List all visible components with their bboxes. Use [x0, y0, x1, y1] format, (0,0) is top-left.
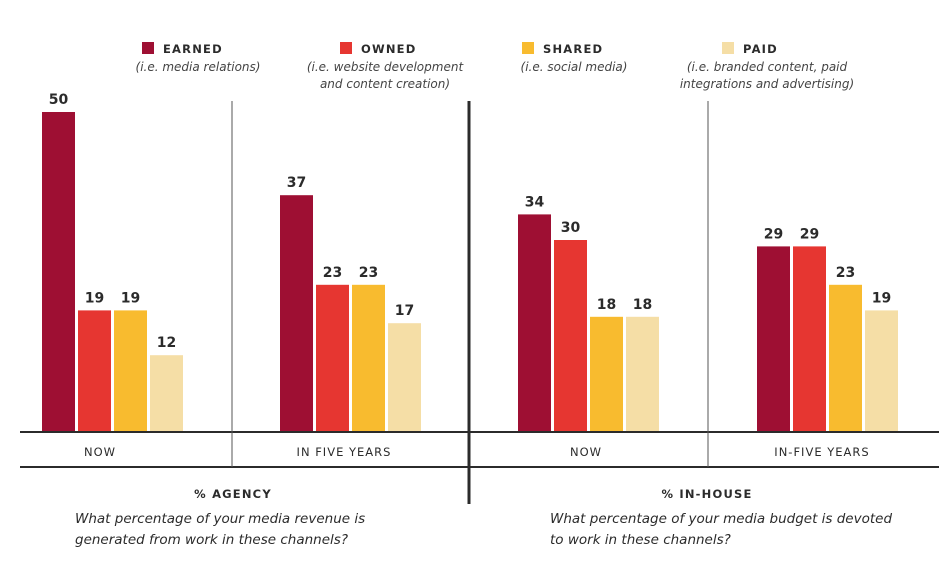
- value-label-paid: 18: [633, 297, 652, 313]
- labels: 50 19 19 12 NOW 37 23 23 17 IN FIVE YEARS 34 30 18 18…: [49, 92, 893, 548]
- value-label-earned: 37: [287, 175, 306, 191]
- legend-swatch-owned: [340, 42, 352, 54]
- bar-paid: [626, 316, 659, 432]
- bar-shared: [352, 284, 385, 432]
- period-label: IN-FIVE YEARS: [774, 445, 869, 459]
- bar-owned: [793, 246, 826, 432]
- value-label-paid: 19: [872, 290, 891, 306]
- bar-owned: [554, 240, 587, 432]
- legend-subtitle-paid: (i.e. branded content, paid: [687, 60, 848, 74]
- panel-title: % AGENCY: [194, 487, 272, 501]
- panel-question: What percentage of your media revenue is: [75, 511, 365, 527]
- period-label: NOW: [570, 445, 602, 459]
- value-label-earned: 29: [764, 226, 783, 242]
- value-label-owned: 30: [561, 220, 581, 236]
- legend-swatch-shared: [522, 42, 534, 54]
- panel-question: What percentage of your media budget is …: [550, 511, 892, 527]
- legend-swatch-earned: [142, 42, 154, 54]
- legend-subtitle-owned: and content creation): [320, 77, 450, 91]
- value-label-earned: 50: [49, 92, 69, 108]
- bar-shared: [114, 310, 147, 432]
- panel-title: % IN-HOUSE: [661, 487, 752, 501]
- legend-subtitle-earned: (i.e. media relations): [136, 60, 261, 74]
- value-label-shared: 23: [836, 265, 855, 281]
- legend-label-paid: PAID: [743, 42, 778, 56]
- panel-question: generated from work in these channels?: [75, 532, 348, 548]
- legend-swatch-paid: [722, 42, 734, 54]
- panel-question: to work in these channels?: [550, 532, 731, 548]
- value-label-owned: 29: [800, 226, 819, 242]
- bar-paid: [388, 323, 421, 432]
- value-label-shared: 19: [121, 290, 140, 306]
- legend-subtitle-paid: integrations and advertising): [680, 77, 854, 91]
- legend: EARNED (i.e. media relations) OWNED (i.e. w…: [136, 42, 854, 91]
- period-label: IN FIVE YEARS: [297, 445, 392, 459]
- bar-earned: [757, 246, 790, 432]
- bar-earned: [280, 195, 313, 432]
- value-label-paid: 12: [157, 335, 176, 351]
- bars: [42, 112, 898, 432]
- value-label-paid: 17: [395, 303, 414, 319]
- axis-lines: [20, 101, 939, 504]
- legend-label-owned: OWNED: [361, 42, 417, 56]
- value-label-shared: 18: [597, 297, 616, 313]
- bar-earned: [42, 112, 75, 432]
- legend-label-earned: EARNED: [163, 42, 223, 56]
- bar-earned: [518, 214, 551, 432]
- value-label-owned: 23: [323, 265, 342, 281]
- legend-subtitle-shared: (i.e. social media): [521, 60, 628, 74]
- value-label-earned: 34: [525, 194, 545, 210]
- value-label-owned: 19: [85, 290, 104, 306]
- bar-owned: [316, 284, 349, 432]
- legend-subtitle-owned: (i.e. website development: [307, 60, 465, 74]
- period-label: NOW: [84, 445, 116, 459]
- bar-paid: [865, 310, 898, 432]
- bar-shared: [829, 284, 862, 432]
- value-label-shared: 23: [359, 265, 378, 281]
- bar-paid: [150, 355, 183, 432]
- bar-owned: [78, 310, 111, 432]
- bar-shared: [590, 316, 623, 432]
- legend-label-shared: SHARED: [543, 42, 603, 56]
